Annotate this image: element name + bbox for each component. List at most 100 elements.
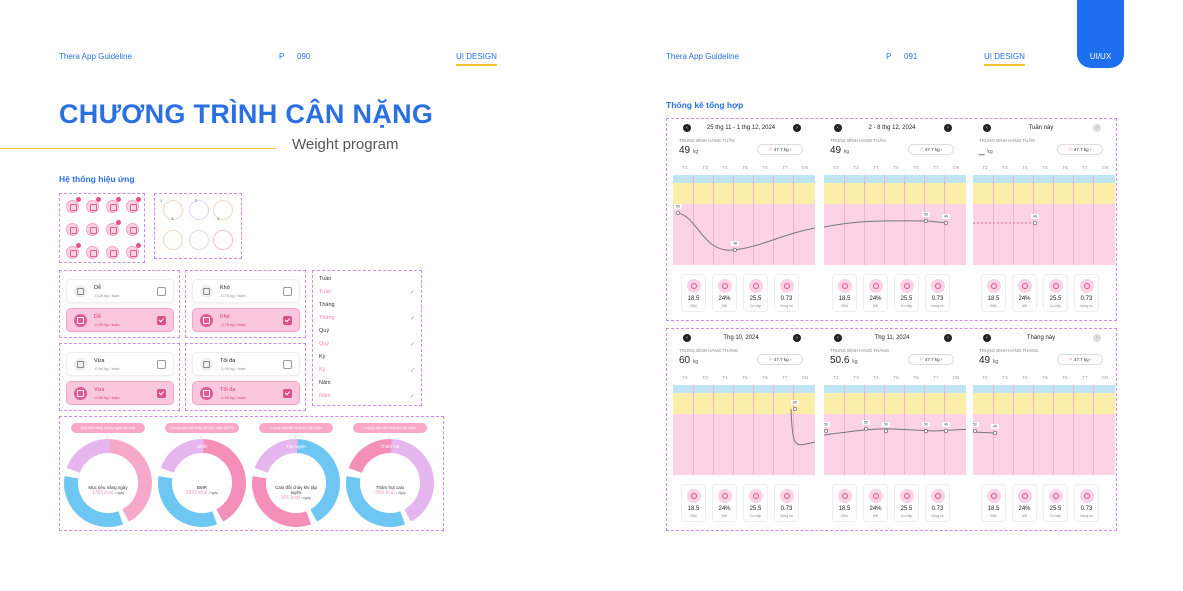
data-point[interactable] <box>733 248 738 253</box>
metric-card[interactable]: 0.73 Vòng eo <box>1074 484 1099 522</box>
metric-card[interactable]: 0.73 Vòng eo <box>1074 274 1099 312</box>
metric-card[interactable]: 18.5 BMI <box>981 484 1006 522</box>
chevron-right-icon[interactable]: › <box>944 124 952 132</box>
metric-card[interactable]: 18.5 BMI <box>681 274 706 312</box>
chevron-left-icon[interactable]: ‹ <box>683 334 691 342</box>
right-header-page-prefix: P <box>886 52 892 61</box>
metric-card[interactable]: 18.5 BMI <box>681 484 706 522</box>
chevron-left-icon[interactable]: ‹ <box>983 124 991 132</box>
metric-card[interactable]: 25.5 Cơ bắp <box>1043 484 1068 522</box>
metric-label: Vòng eo <box>930 514 945 518</box>
metric-icon <box>900 279 914 293</box>
data-point[interactable] <box>924 219 929 224</box>
metric-value: 24% <box>718 296 731 302</box>
data-point[interactable] <box>944 429 949 434</box>
check-icon: ✓ <box>409 368 415 374</box>
weight-line: 60 <box>790 400 815 446</box>
checkbox[interactable] <box>157 287 166 296</box>
data-point[interactable] <box>864 427 869 432</box>
period-item-year[interactable]: Năm <box>319 380 331 386</box>
metric-card[interactable]: 18.5 BMI <box>981 274 1006 312</box>
metric-card[interactable]: 25.5 Cơ bắp <box>1043 274 1068 312</box>
badge <box>76 243 81 248</box>
period-item-term[interactable]: Kỳ <box>319 354 326 360</box>
level-card-medium[interactable]: Vừa -0.50 kg / tuần <box>66 352 174 376</box>
data-point[interactable] <box>973 429 977 433</box>
metric-card[interactable]: 25.5 Cơ bắp <box>894 484 919 522</box>
level-card-max[interactable]: Tối đa -1.00 kg / tuần <box>192 352 300 376</box>
goal-chip[interactable]: ⚐ 47.7 kg › <box>1057 354 1103 365</box>
checkbox[interactable] <box>283 287 292 296</box>
period-item-month-active[interactable]: Tháng <box>319 315 335 321</box>
data-point[interactable] <box>944 221 949 226</box>
metric-card[interactable]: 0.73 Vòng eo <box>774 484 799 522</box>
level-card-hard-selected[interactable]: Khó -0.75 kg / tuần <box>192 308 300 332</box>
checkbox[interactable] <box>283 389 292 398</box>
metric-card[interactable]: 24% Mỡ <box>1012 484 1037 522</box>
trend-path <box>677 212 815 251</box>
metric-card[interactable]: 18.5 BMI <box>832 274 857 312</box>
metric-label: Vòng eo <box>930 304 945 308</box>
data-point[interactable] <box>676 211 681 216</box>
level-group-hard: Khó -0.75 kg / tuần Khó -0.75 kg / tuần <box>185 270 306 338</box>
level-card-medium-selected[interactable]: Vừa -0.50 kg / tuần <box>66 381 174 405</box>
metric-card[interactable]: 0.73 Vòng eo <box>925 484 950 522</box>
metric-card[interactable]: 25.5 Cơ bắp <box>894 274 919 312</box>
period-item-week-active[interactable]: Tuần <box>319 289 332 295</box>
corner-tab[interactable]: UI/UX <box>1077 0 1124 68</box>
metric-card[interactable]: 24% Mỡ <box>1012 274 1037 312</box>
checkbox[interactable] <box>157 360 166 369</box>
checkbox[interactable] <box>157 389 166 398</box>
chevron-right-icon[interactable]: › <box>1093 124 1101 132</box>
goal-chip[interactable]: ⚐ 47.7 kg › <box>757 144 803 155</box>
data-point[interactable] <box>793 406 798 411</box>
level-card-easy[interactable]: Dễ -0.25 kg / tuần <box>66 279 174 303</box>
chevron-right-icon[interactable]: › <box>793 124 801 132</box>
data-point[interactable] <box>824 429 828 433</box>
goal-chip[interactable]: ⚐ 47.7 kg › <box>908 354 954 365</box>
goal-chip[interactable]: ⚐ 47.7 kg › <box>908 144 954 155</box>
data-point[interactable] <box>1033 221 1038 226</box>
goal-chip[interactable]: ⚐ 47.7 kg › <box>757 354 803 365</box>
period-item-year-active[interactable]: Năm <box>319 393 331 399</box>
checkbox[interactable] <box>283 316 292 325</box>
ring-indicator <box>213 230 233 250</box>
point-label-bg <box>862 420 870 425</box>
checkbox[interactable] <box>283 360 292 369</box>
chevron-left-icon[interactable]: ‹ <box>834 124 842 132</box>
metric-card[interactable]: 18.5 BMI <box>832 484 857 522</box>
metric-card[interactable]: 25.5 Cơ bắp <box>743 274 768 312</box>
chevron-right-icon[interactable]: › <box>1093 334 1101 342</box>
metric-card[interactable]: 24% Mỡ <box>863 484 888 522</box>
chevron-left-icon[interactable]: ‹ <box>983 334 991 342</box>
level-card-hard[interactable]: Khó -0.75 kg / tuần <box>192 279 300 303</box>
period-item-month[interactable]: Tháng <box>319 302 335 308</box>
average-value: 49 kg <box>830 145 849 156</box>
point-label: 48 <box>733 242 737 246</box>
chevron-left-icon[interactable]: ‹ <box>834 334 842 342</box>
metric-icon <box>718 279 732 293</box>
period-item-quarter[interactable]: Quý <box>319 328 330 334</box>
chevron-right-icon[interactable]: › <box>944 334 952 342</box>
metric-card[interactable]: 0.73 Vòng eo <box>774 274 799 312</box>
level-card-max-selected[interactable]: Tối đa -1.00 kg / tuần <box>192 381 300 405</box>
level-card-easy-selected[interactable]: Dễ -0.25 kg / tuần <box>66 308 174 332</box>
metric-card[interactable]: 24% Mỡ <box>712 274 737 312</box>
level-sub: -0.25 kg / tuần <box>94 293 120 298</box>
chevron-left-icon[interactable]: ‹ <box>683 124 691 132</box>
period-item-week[interactable]: Tuần <box>319 276 332 282</box>
metric-card[interactable]: 25.5 Cơ bắp <box>743 484 768 522</box>
metric-card[interactable]: 0.73 Vòng eo <box>925 274 950 312</box>
data-point[interactable] <box>884 429 889 434</box>
donut-chart <box>252 438 340 527</box>
data-point[interactable] <box>992 431 997 436</box>
metric-card[interactable]: 24% Mỡ <box>712 484 737 522</box>
period-item-quarter-active[interactable]: Quý <box>319 341 330 347</box>
checkbox[interactable] <box>157 316 166 325</box>
chevron-right-icon[interactable]: › <box>793 334 801 342</box>
data-point[interactable] <box>924 429 929 434</box>
grid-line <box>1093 175 1094 265</box>
period-item-term-active[interactable]: Kỳ <box>319 367 326 373</box>
goal-chip[interactable]: ⚐ 47.7 kg › <box>1057 144 1103 155</box>
metric-card[interactable]: 24% Mỡ <box>863 274 888 312</box>
